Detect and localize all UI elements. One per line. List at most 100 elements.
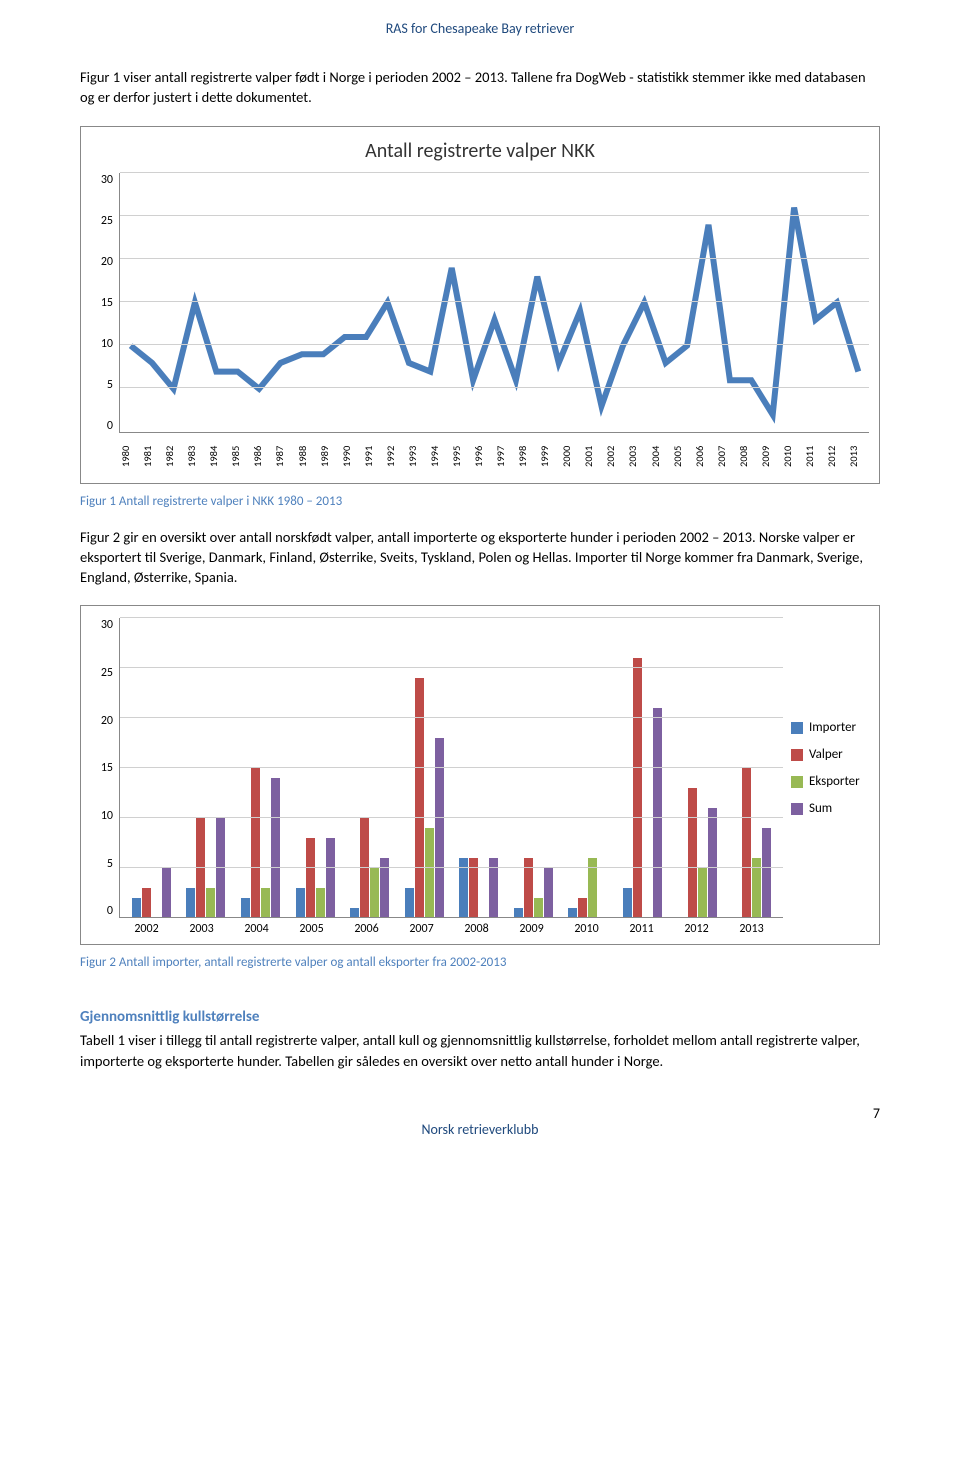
paragraph-1: Figur 1 viser antall registrerte valper … (80, 67, 880, 108)
y-tick: 5 (91, 378, 113, 392)
x-tick: 2007 (394, 922, 449, 936)
x-tick: 2009 (759, 437, 781, 475)
bar (568, 908, 577, 918)
x-tick: 2011 (614, 922, 669, 936)
legend-item: Importer (791, 720, 869, 735)
bar (350, 908, 359, 918)
x-tick: 2007 (715, 437, 737, 475)
bar (271, 778, 280, 918)
x-tick: 2010 (781, 437, 803, 475)
line-x-axis: 1980198119821983198419851986198719881989… (119, 437, 869, 475)
line-plot-area (119, 173, 869, 433)
x-tick: 1995 (450, 437, 472, 475)
bar-group (233, 618, 288, 917)
bar-group (561, 618, 616, 917)
paragraph-2: Figur 2 gir en oversikt over antall nors… (80, 527, 880, 588)
legend-item: Sum (791, 801, 869, 816)
x-tick: 2012 (825, 437, 847, 475)
line-chart: Antall registrerte valper NKK 0510152025… (80, 126, 880, 484)
y-tick: 30 (91, 173, 113, 187)
bar (762, 828, 771, 918)
bar (742, 768, 751, 918)
bar (544, 868, 553, 918)
x-tick: 2008 (737, 437, 759, 475)
bar-group (615, 618, 670, 917)
x-tick: 1994 (428, 437, 450, 475)
x-tick: 1996 (472, 437, 494, 475)
legend-label: Importer (809, 720, 856, 735)
x-tick: 2008 (449, 922, 504, 936)
bar (196, 818, 205, 918)
bar (425, 828, 434, 918)
bar-group (724, 618, 779, 917)
bar (241, 898, 250, 918)
x-tick: 1993 (406, 437, 428, 475)
legend-swatch (791, 722, 803, 734)
bar-group (342, 618, 397, 917)
legend-swatch (791, 749, 803, 761)
y-tick: 15 (91, 761, 113, 775)
x-tick: 1997 (494, 437, 516, 475)
bar (251, 768, 260, 918)
x-tick: 2006 (693, 437, 715, 475)
x-tick: 2009 (504, 922, 559, 936)
legend-item: Valper (791, 747, 869, 762)
bar (261, 888, 270, 918)
bar (186, 888, 195, 918)
footer-text: Norsk retrieverklubb (421, 1121, 538, 1138)
y-tick: 5 (91, 857, 113, 871)
bar (162, 868, 171, 918)
bar (370, 868, 379, 918)
x-tick: 1990 (340, 437, 362, 475)
y-tick: 15 (91, 296, 113, 310)
doc-header: RAS for Chesapeake Bay retriever (80, 20, 880, 37)
paragraph-3: Tabell 1 viser i tillegg til antall regi… (80, 1030, 880, 1071)
x-tick: 2004 (229, 922, 284, 936)
x-tick: 1982 (163, 437, 185, 475)
x-tick: 1980 (119, 437, 141, 475)
line-chart-title: Antall registrerte valper NKK (91, 139, 869, 163)
bar-y-axis: 051015202530 (91, 618, 119, 918)
x-tick: 2006 (339, 922, 394, 936)
x-tick: 1981 (141, 437, 163, 475)
bar (578, 898, 587, 918)
x-tick: 2000 (560, 437, 582, 475)
page-footer: 7 Norsk retrieverklubb (80, 1121, 880, 1138)
bar (296, 888, 305, 918)
bar (415, 678, 424, 917)
x-tick: 1991 (362, 437, 384, 475)
bar (698, 868, 707, 918)
legend-label: Eksporter (809, 774, 860, 789)
x-tick: 1999 (538, 437, 560, 475)
x-tick: 2005 (671, 437, 693, 475)
bar-group (124, 618, 179, 917)
bar (216, 818, 225, 918)
bar-legend: Importer Valper Eksporter Sum (783, 618, 869, 918)
x-tick: 2003 (174, 922, 229, 936)
section-heading: Gjennomsnittlig kullstørrelse (80, 1008, 880, 1026)
x-tick: 2002 (604, 437, 626, 475)
x-tick: 1985 (229, 437, 251, 475)
bar (142, 888, 151, 918)
bar (405, 888, 414, 918)
bar (623, 888, 632, 918)
bar-x-axis: 2002200320042005200620072008200920102011… (119, 922, 779, 936)
bar-plot-area (119, 618, 783, 918)
legend-label: Sum (809, 801, 832, 816)
x-tick: 1986 (251, 437, 273, 475)
bar (360, 818, 369, 918)
line-y-axis: 051015202530 (91, 173, 119, 433)
bar (688, 788, 697, 918)
x-tick: 2013 (724, 922, 779, 936)
bar-group (179, 618, 234, 917)
x-tick: 2011 (803, 437, 825, 475)
bar-group (397, 618, 452, 917)
bar (306, 838, 315, 918)
figure-2-caption: Figur 2 Antall importer, antall registre… (80, 955, 880, 970)
figure-1-caption: Figur 1 Antall registrerte valper i NKK … (80, 494, 880, 509)
bar (326, 838, 335, 918)
x-tick: 2001 (582, 437, 604, 475)
y-tick: 0 (91, 419, 113, 433)
bar (435, 738, 444, 917)
y-tick: 10 (91, 337, 113, 351)
